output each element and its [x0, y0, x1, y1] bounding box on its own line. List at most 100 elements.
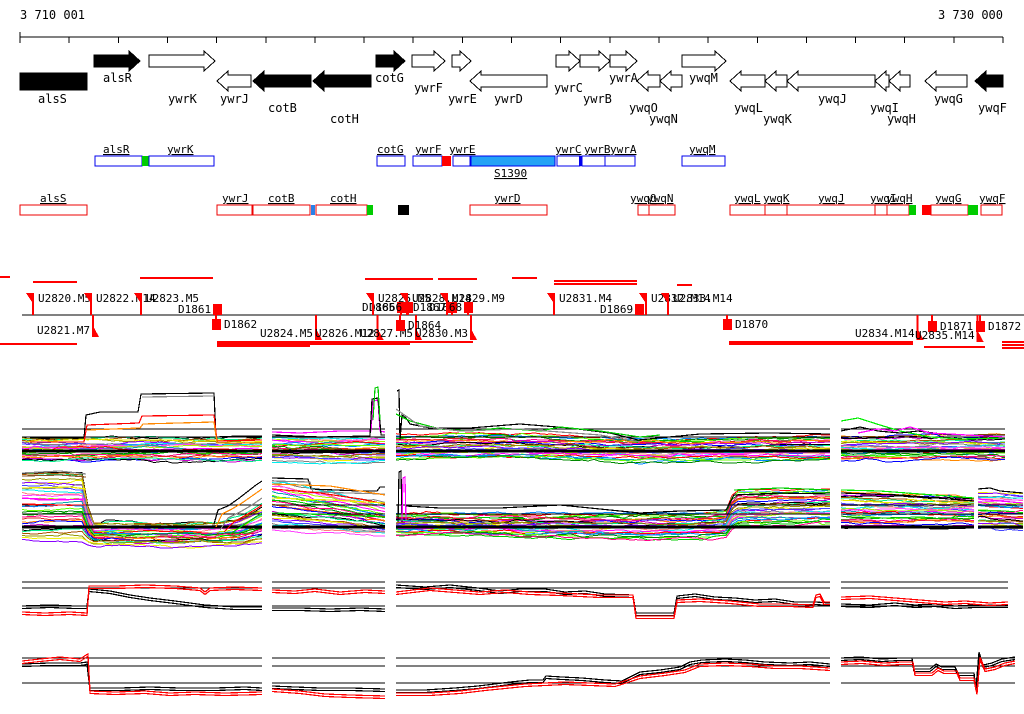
unit-track-red-label-ywqL[interactable]: ywqL — [734, 192, 761, 205]
unit-track-blue-label-ywrK[interactable]: ywrK — [167, 143, 194, 156]
gene-arrow-ywqI[interactable] — [874, 69, 890, 93]
gene-arrow-cotB[interactable] — [252, 69, 312, 93]
unit-track-blue-label-ywrF[interactable]: ywrF — [415, 143, 442, 156]
unit-track-red-unit-ywqI[interactable] — [874, 204, 888, 216]
gene-arrow-ywrC[interactable] — [555, 49, 581, 73]
probe-label-D1861[interactable]: D1861 — [178, 303, 211, 316]
probe-label-U2831.M4[interactable]: U2831.M4 — [559, 292, 612, 305]
unit-track-blue-label-ywrA[interactable]: ywrA — [610, 143, 637, 156]
probe-label-U2835.M14[interactable]: U2835.M14 — [915, 329, 975, 342]
unit-track-red-label-ywqJ[interactable]: ywqJ — [818, 192, 845, 205]
unit-track-red-label-cotH[interactable]: cotH — [330, 192, 357, 205]
unit-track-red-label-ywqH[interactable]: ywqH — [886, 192, 913, 205]
probe-label-D1865[interactable]: D1865 — [362, 301, 395, 314]
probe-label-U2828.M14[interactable]: U2828.M14 — [412, 292, 472, 305]
gene-arrow-ywqN[interactable] — [659, 69, 683, 93]
probe-label-U2820.M5[interactable]: U2820.M5 — [38, 292, 91, 305]
gene-arrow-ywqO[interactable] — [636, 69, 661, 93]
unit-track-blue-unit-alsR[interactable] — [94, 155, 143, 167]
pair-line — [21, 588, 262, 608]
unit-track-red-unit-ywqL[interactable] — [729, 204, 766, 216]
feature-line — [840, 492, 975, 502]
probe-label-D1869[interactable]: D1869 — [600, 303, 633, 316]
gene-arrow-cotG[interactable] — [375, 49, 406, 73]
unit-track-red-unit-cotB[interactable] — [252, 204, 311, 216]
gene-arrow-ywrA[interactable] — [609, 49, 638, 73]
unit-track-red-unit-ywqK[interactable] — [764, 204, 788, 216]
unit-track-blue-unit-ywrE[interactable] — [452, 155, 471, 167]
unit-track-red-unit-ywqJ[interactable] — [786, 204, 876, 216]
unit-track-blue-unit-cotG[interactable] — [376, 155, 406, 167]
probe-label-D1862[interactable]: D1862 — [224, 318, 257, 331]
probe-label-D1867[interactable]: D1867 — [413, 301, 446, 314]
gene-arrow-ywrE[interactable] — [451, 49, 472, 73]
probe-label-U2827.M5[interactable]: U2827.M5 — [360, 327, 413, 340]
unit-track-blue-label-S1390[interactable]: S1390 — [494, 167, 527, 180]
gene-arrow-ywqM[interactable] — [681, 49, 727, 73]
unit-track-red-unit-alsS[interactable] — [19, 204, 88, 216]
probe-label-U2830.M3[interactable]: U2830.M3 — [415, 327, 468, 340]
probe-label-U2834.M14[interactable]: U2834.M14 — [855, 327, 915, 340]
unit-track-red-unit-ywqH[interactable] — [886, 204, 910, 216]
probe-label-U2829.M9[interactable]: U2829.M9 — [452, 292, 505, 305]
gene-arrow-ywqF[interactable] — [974, 69, 1004, 93]
gene-arrow-alsS[interactable] — [19, 72, 88, 91]
probe-label-U2833.M14[interactable]: U2833.M14 — [673, 292, 733, 305]
unit-track-red-label-cotB[interactable]: cotB — [268, 192, 295, 205]
unit-track-blue-label-alsR[interactable]: alsR — [103, 143, 130, 156]
unit-track-red-label-ywqO[interactable]: ywqO — [630, 192, 657, 205]
unit-track-blue-label-ywrC[interactable]: ywrC — [555, 143, 582, 156]
unit-track-red-unit-cotH[interactable] — [315, 204, 368, 216]
gene-arrow-ywqG[interactable] — [924, 69, 968, 93]
unit-track-red-label-alsS[interactable]: alsS — [40, 192, 67, 205]
probe-label-D1868[interactable]: D1868 — [429, 301, 462, 314]
unit-track-blue-unit-ywrA[interactable] — [604, 155, 636, 167]
unit-track-red-label-ywqF[interactable]: ywqF — [979, 192, 1006, 205]
unit-track-red-unit-ywqN[interactable] — [648, 204, 676, 216]
unit-track-red-label-ywrJ[interactable]: ywrJ — [222, 192, 249, 205]
unit-track-blue-label-cotG[interactable]: cotG — [377, 143, 404, 156]
unit-track-blue-unit-ywrB[interactable] — [581, 155, 606, 167]
gene-arrow-cotH[interactable] — [312, 69, 372, 93]
probe-label-U2821.M7[interactable]: U2821.M7 — [37, 324, 90, 337]
band-line — [21, 438, 263, 444]
unit-track-red-label-ywqN[interactable]: ywqN — [647, 192, 674, 205]
probe-label-D1871[interactable]: D1871 — [940, 320, 973, 333]
unit-track-red-label-ywqK[interactable]: ywqK — [763, 192, 790, 205]
unit-track-red-label-ywrD[interactable]: ywrD — [494, 192, 521, 205]
unit-track-blue-unit-ywqM[interactable] — [681, 155, 726, 167]
gene-arrow-ywrB[interactable] — [579, 49, 611, 73]
unit-track-blue-unit-ywrK[interactable] — [148, 155, 215, 167]
gene-arrow-ywqK[interactable] — [764, 69, 788, 93]
gene-arrow-alsR[interactable] — [93, 49, 141, 73]
unit-track-blue-label-ywqM[interactable]: ywqM — [689, 143, 716, 156]
unit-track-red-unit-ywqO[interactable] — [637, 204, 650, 216]
probe-label-U2826.M12[interactable]: U2826.M12 — [315, 327, 375, 340]
gene-arrow-ywrF[interactable] — [411, 49, 446, 73]
gene-arrow-ywrD[interactable] — [469, 69, 548, 93]
probe-label-D1864[interactable]: D1864 — [408, 319, 441, 332]
unit-track-blue-unit-ywrC[interactable] — [556, 155, 581, 167]
probe-label-D1870[interactable]: D1870 — [735, 318, 768, 331]
probe-label-D1872[interactable]: D1872 — [988, 320, 1021, 333]
unit-track-red-unit-ywrD[interactable] — [469, 204, 548, 216]
gene-arrow-ywqJ[interactable] — [786, 69, 876, 93]
band-line — [977, 510, 1024, 514]
unit-track-red-label-ywqG[interactable]: ywqG — [935, 192, 962, 205]
unit-track-red-unit-ywqG[interactable] — [930, 204, 969, 216]
probe-label-U2824.M5[interactable]: U2824.M5 — [260, 327, 313, 340]
unit-track-red-label-ywqI[interactable]: ywqI — [870, 192, 897, 205]
gene-arrow-ywqH[interactable] — [888, 69, 911, 93]
unit-track-red-unit-ywqF[interactable] — [980, 204, 1003, 216]
probe-label-D1866[interactable]: D1866 — [369, 301, 402, 314]
probe-label-U2823.M5[interactable]: U2823.M5 — [146, 292, 199, 305]
unit-track-blue-unit-S1390[interactable] — [470, 155, 556, 167]
gene-arrow-ywqL[interactable] — [729, 69, 766, 93]
unit-track-blue-label-ywrB[interactable]: ywrB — [584, 143, 611, 156]
gene-arrow-ywrJ[interactable] — [216, 69, 252, 93]
gene-arrow-ywrK[interactable] — [148, 49, 216, 73]
unit-track-blue-unit-ywrF[interactable] — [412, 155, 443, 167]
unit-track-blue-label-ywrE[interactable]: ywrE — [449, 143, 476, 156]
unit-track-red-unit-ywrJ[interactable] — [216, 204, 253, 216]
